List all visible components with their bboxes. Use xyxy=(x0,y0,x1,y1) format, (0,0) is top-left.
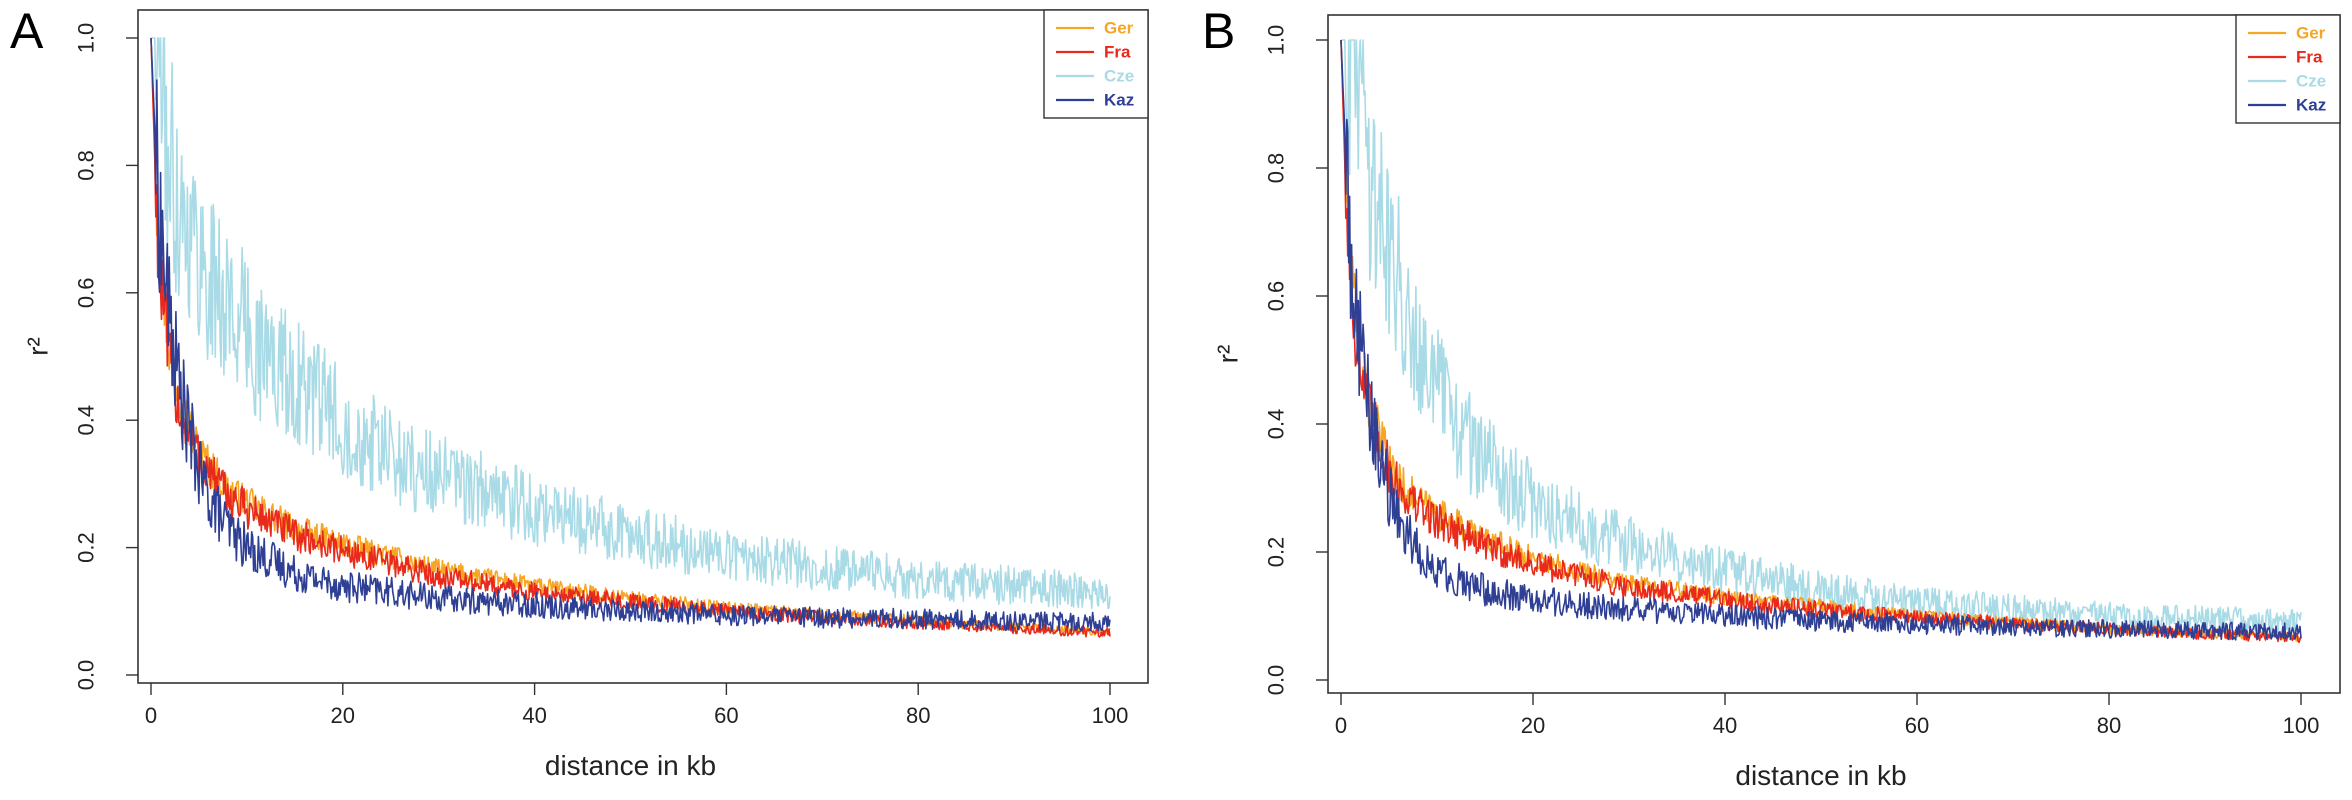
legend-label-cze: Cze xyxy=(1104,67,1134,86)
series-line-fra xyxy=(1340,39,2302,644)
x-tick-label: 60 xyxy=(1905,713,1929,738)
x-tick-label: 40 xyxy=(1713,713,1737,738)
y-axis-title: r² xyxy=(1213,345,1244,364)
x-tick-label: 0 xyxy=(145,703,157,728)
panel-letter: A xyxy=(10,3,44,59)
y-tick-label: 1.0 xyxy=(74,23,99,54)
y-tick-label: 0.2 xyxy=(74,532,99,563)
x-tick-label: 0 xyxy=(1335,713,1347,738)
x-tick-label: 80 xyxy=(906,703,930,728)
x-tick-label: 20 xyxy=(331,703,355,728)
y-tick-label: 0.2 xyxy=(1264,537,1289,568)
x-tick-label: 80 xyxy=(2097,713,2121,738)
y-tick-label: 0.4 xyxy=(74,405,99,436)
y-tick-label: 0.6 xyxy=(1264,281,1289,312)
x-axis-title: distance in kb xyxy=(1735,760,1906,791)
panel-a: A 0 20 40 60 80 100 0.0 0.2 0.4 0.6 0.8 1.0 distance … xyxy=(10,3,1149,781)
x-tick-label: 60 xyxy=(714,703,738,728)
legend-label-kaz: Kaz xyxy=(1104,91,1134,110)
legend-label-kaz: Kaz xyxy=(2296,96,2326,115)
x-tick-label: 100 xyxy=(2283,713,2320,738)
panel-letter: B xyxy=(1202,3,1235,59)
y-tick-label: 0.8 xyxy=(74,150,99,181)
y-tick-label: 0.0 xyxy=(74,660,99,691)
y-axis-title: r² xyxy=(23,337,54,356)
y-tick-label: 1.0 xyxy=(1264,25,1289,56)
series-line-kaz xyxy=(1340,39,2302,641)
y-tick-label: 0.6 xyxy=(74,278,99,309)
legend-label-cze: Cze xyxy=(2296,72,2326,91)
legend-label-fra: Fra xyxy=(2296,48,2323,67)
x-tick-label: 20 xyxy=(1521,713,1545,738)
plot-frame xyxy=(1327,14,2341,694)
series-line-ger xyxy=(1340,39,2302,642)
legend-label-ger: Ger xyxy=(1104,19,1134,38)
x-tick-label: 40 xyxy=(522,703,546,728)
y-tick-label: 0.4 xyxy=(1264,409,1289,440)
legend: Ger Fra Cze Kaz xyxy=(2235,14,2341,124)
legend: Ger Fra Cze Kaz xyxy=(1043,9,1149,119)
series-line-kaz xyxy=(150,37,1111,632)
legend-label-fra: Fra xyxy=(1104,43,1131,62)
panel-b: B 0 20 40 60 80 100 0.0 0.2 0.4 0.6 0.8 1.0 distance … xyxy=(1202,3,2341,791)
legend-label-ger: Ger xyxy=(2296,24,2326,43)
plot-frame xyxy=(137,9,1149,684)
y-tick-label: 0.8 xyxy=(1264,153,1289,184)
x-axis-title: distance in kb xyxy=(545,750,716,781)
series-line-cze xyxy=(151,37,1111,610)
y-tick-label: 0.0 xyxy=(1264,665,1289,696)
x-tick-label: 100 xyxy=(1092,703,1129,728)
